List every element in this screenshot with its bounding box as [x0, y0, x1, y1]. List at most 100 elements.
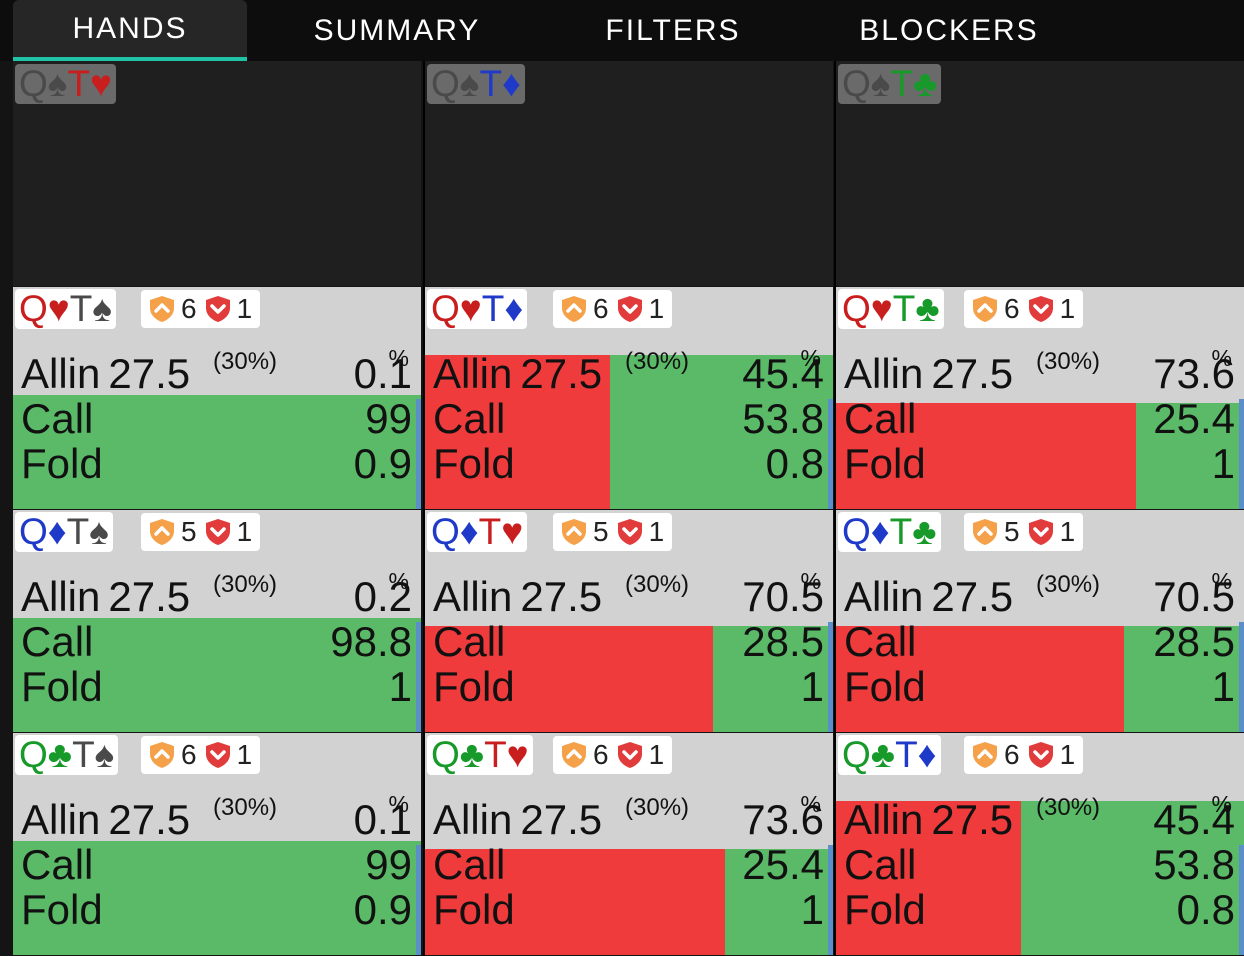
hand-cell[interactable]: Q ♥ T ♣ 6 1% Allin 27.5 (30%) 73.6 Call 25.4 Fold 1 — [836, 287, 1244, 509]
action-row-allin: Allin 27.5 (30%) 70.5 — [844, 571, 1235, 620]
heart-icon: ♥ — [870, 288, 893, 329]
allin-bar — [836, 801, 1021, 955]
action-value-call: 99 — [365, 841, 412, 888]
call-bar — [1124, 626, 1244, 732]
action-value-call: 25.4 — [1153, 395, 1235, 442]
allin-share: (30%) — [625, 348, 690, 375]
stat-b: 1 — [648, 293, 665, 324]
action-name-allin: Allin 27.5 — [21, 573, 191, 620]
action-row-call: Call 28.5 — [844, 619, 1235, 664]
percent-symbol: % — [388, 791, 409, 817]
action-row-fold: Fold 1 — [844, 441, 1235, 486]
action-value-call: 99 — [365, 395, 412, 442]
action-value-allin: 70.5 — [742, 573, 824, 620]
allin-amount: 27.5 — [520, 350, 603, 397]
allin-bar — [836, 626, 1124, 732]
card-rank: T — [892, 288, 916, 329]
action-name-call: Call — [844, 618, 917, 665]
action-name-call: Call — [21, 618, 94, 665]
call-bar — [1136, 403, 1244, 509]
allin-bar — [425, 626, 713, 732]
cell-edge — [828, 399, 833, 509]
club-icon: ♣ — [913, 63, 938, 104]
card-rank: Q — [842, 734, 871, 775]
action-value-allin: 0.1 — [353, 796, 412, 843]
orange-shield-icon — [559, 740, 589, 770]
orange-shield-icon — [970, 294, 1000, 324]
action-name-allin: Allin 27.5 — [433, 350, 603, 397]
hand-cell[interactable]: Q ♥ T ♦ 6 1% Allin 27.5 (30%) 45.4 Call 53.8 Fold 0.8 — [425, 287, 833, 509]
action-row-fold: Fold 0.8 — [433, 441, 824, 486]
call-bar — [1021, 801, 1244, 955]
hand-cell[interactable]: Q ♣ T ♥ 6 1% Allin 27.5 (30%) 73.6 Call 25.4 Fold 1 — [425, 733, 833, 955]
allin-share: (30%) — [1036, 348, 1101, 375]
allin-amount: 27.5 — [931, 350, 1014, 397]
hand-cell[interactable]: Q ♦ T ♥ 5 1% Allin 27.5 (30%) 70.5 Call 28.5 Fold 1 — [425, 510, 833, 732]
club-icon: ♣ — [459, 734, 485, 775]
action-value-allin: 0.2 — [353, 573, 412, 620]
action-value-fold: 1 — [800, 886, 824, 933]
tab-blockers[interactable]: BLOCKERS — [859, 13, 1039, 47]
hand-cell[interactable]: Q ♣ T ♦ 6 1% Allin 27.5 (30%) 45.4 Call 53.8 Fold 0.8 — [836, 733, 1244, 955]
action-value-fold: 0.9 — [353, 440, 412, 487]
hand-label: Q ♣ T ♦ — [838, 735, 941, 775]
card-rank: Q — [19, 288, 48, 329]
hand-cell-top[interactable]: Q ♠ T ♦ — [425, 61, 833, 286]
allin-amount: 27.5 — [931, 573, 1014, 620]
tab-summary[interactable]: SUMMARY — [313, 13, 481, 47]
action-name-fold: Fold — [21, 886, 103, 933]
action-name-allin: Allin 27.5 — [21, 350, 191, 397]
hand-cell[interactable]: Q ♥ T ♠ 6 1% Allin 27.5 (30%) 0.1 Call 99 Fold 0.9 — [13, 287, 421, 509]
hand-cell-top[interactable]: Q ♠ T ♥ — [13, 61, 421, 286]
card-rank: Q — [431, 288, 460, 329]
call-bar — [13, 618, 421, 732]
hand-label: Q ♦ T ♠ — [15, 512, 113, 552]
card-rank: Q — [842, 511, 871, 552]
action-row-allin: Allin 27.5 (30%) 73.6 — [433, 794, 824, 842]
action-value-allin: 70.5 — [1153, 573, 1235, 620]
red-shield-icon — [615, 294, 645, 324]
stat-a: 6 — [593, 293, 609, 324]
red-shield-icon — [1026, 517, 1056, 547]
percent-symbol: % — [388, 568, 409, 594]
card-rank: T — [889, 511, 913, 552]
hand-cell[interactable]: Q ♦ T ♣ 5 1% Allin 27.5 (30%) 70.5 Call 28.5 Fold 1 — [836, 510, 1244, 732]
card-rank: Q — [19, 63, 48, 104]
action-name-call: Call — [433, 395, 506, 442]
hand-cell[interactable]: Q ♦ T ♠ 5 1% Allin 27.5 (30%) 0.2 Call 98.8 Fold 1 — [13, 510, 421, 732]
action-name-allin: Allin 27.5 — [844, 573, 1014, 620]
hand-cell-top[interactable]: Q ♠ T ♣ — [836, 61, 1244, 286]
percent-symbol: % — [800, 568, 821, 594]
stat-a: 5 — [1004, 516, 1020, 547]
spade-icon: ♠ — [870, 63, 891, 104]
allin-share: (30%) — [1036, 794, 1101, 821]
cell-edge — [828, 622, 833, 732]
percent-symbol: % — [800, 345, 821, 371]
tab-hands[interactable]: HANDS — [13, 0, 247, 61]
hand-cell[interactable]: Q ♣ T ♠ 6 1% Allin 27.5 (30%) 0.1 Call 99 Fold 0.9 — [13, 733, 421, 955]
stat-a: 6 — [181, 739, 197, 770]
hand-label: Q ♥ T ♠ — [15, 288, 117, 329]
stat-a: 6 — [1004, 739, 1020, 770]
red-shield-icon — [615, 740, 645, 770]
tab-filters[interactable]: FILTERS — [605, 13, 741, 47]
action-value-call: 53.8 — [1153, 841, 1235, 888]
action-row-call: Call 99 — [21, 396, 412, 441]
heart-icon: ♥ — [501, 511, 524, 552]
spade-icon: ♠ — [459, 63, 480, 104]
action-value-allin: 45.4 — [742, 350, 824, 397]
card-rank: Q — [842, 288, 871, 329]
action-row-call: Call 25.4 — [433, 842, 824, 887]
allin-amount: 27.5 — [108, 796, 191, 843]
cell-edge — [416, 399, 421, 509]
hand-label: Q ♦ T ♥ — [427, 511, 528, 552]
action-value-fold: 1 — [800, 663, 824, 710]
action-row-allin: Allin 27.5 (30%) 73.6 — [844, 348, 1235, 397]
action-value-fold: 0.9 — [353, 886, 412, 933]
heart-icon: ♥ — [47, 288, 70, 329]
action-name-call: Call — [433, 618, 506, 665]
orange-shield-icon — [559, 294, 589, 324]
